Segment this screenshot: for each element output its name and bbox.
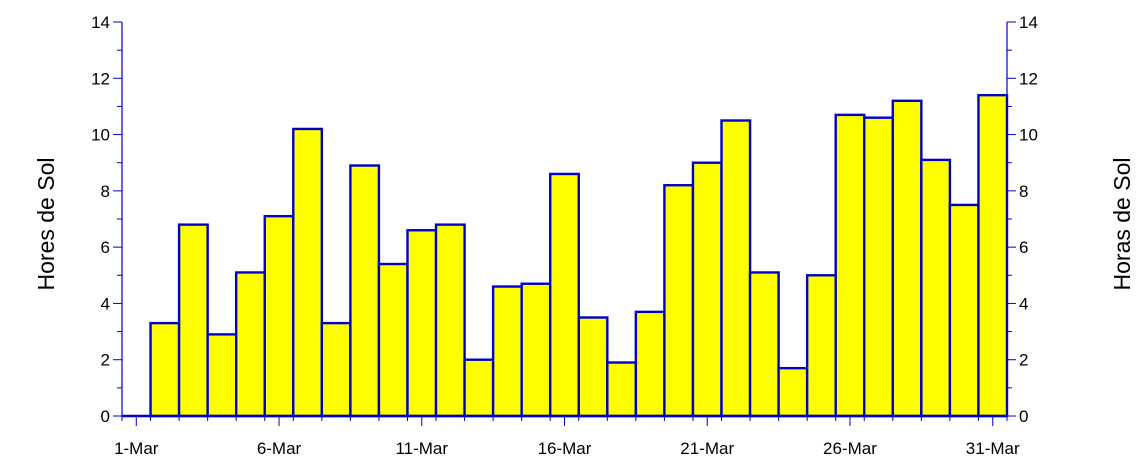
bar-mar-25 <box>805 274 837 418</box>
x-tick-label-21: 21-Mar <box>680 439 734 458</box>
y-tick-label-left-8: 8 <box>101 182 110 201</box>
bar-mar-20 <box>663 184 695 418</box>
bar-mar-15 <box>520 282 552 418</box>
bar-mar-19 <box>634 310 666 418</box>
y-tick-label-right-4: 4 <box>1019 294 1028 313</box>
x-tick-label-26: 26-Mar <box>823 439 877 458</box>
x-tick-label-31: 31-Mar <box>966 439 1020 458</box>
bar-mar-24 <box>777 366 809 418</box>
y-tick-label-right-6: 6 <box>1019 238 1028 257</box>
y-tick-label-left-12: 12 <box>91 69 110 88</box>
x-tick-label-11: 11-Mar <box>395 439 448 458</box>
bar-mar-12 <box>434 223 466 418</box>
axes-layer <box>113 21 1016 426</box>
bar-mar-27 <box>863 116 895 418</box>
bar-mar-10 <box>377 262 409 418</box>
bar-mar-30 <box>948 203 980 418</box>
y-tick-label-right-0: 0 <box>1019 407 1028 426</box>
bar-mar-17 <box>577 316 609 418</box>
bar-mar-11 <box>406 229 438 418</box>
bar-mar-23 <box>748 271 780 418</box>
y-tick-label-left-0: 0 <box>101 407 110 426</box>
bar-mar-2 <box>149 321 181 418</box>
y-tick-label-left-10: 10 <box>91 126 110 145</box>
bar-mar-28 <box>891 99 923 418</box>
bars-layer <box>149 93 1009 418</box>
bar-mar-29 <box>920 158 952 418</box>
bar-mar-4 <box>206 333 238 418</box>
bar-mar-9 <box>349 164 381 418</box>
y-tick-label-right-2: 2 <box>1019 351 1028 370</box>
x-tick-label-1: 1-Mar <box>114 439 159 458</box>
y-tick-label-left-6: 6 <box>101 238 110 257</box>
y-tick-label-right-8: 8 <box>1019 182 1028 201</box>
y-axis-title-left: Hores de Sol <box>33 158 59 291</box>
labels-layer: 0 0 2 2 4 4 6 6 8 8 10 10 12 12 14 14 1-Mar 6-Mar 11-Mar 16… <box>91 13 1038 458</box>
y-tick-label-left-14: 14 <box>91 13 110 32</box>
y-tick-label-left-4: 4 <box>101 294 110 313</box>
bar-mar-13 <box>463 358 495 418</box>
bar-mar-5 <box>234 271 266 418</box>
bar-mar-18 <box>606 361 638 418</box>
bar-mar-31 <box>977 93 1009 418</box>
x-tick-label-6: 6-Mar <box>257 439 302 458</box>
bar-mar-8 <box>320 321 352 418</box>
bar-mar-14 <box>491 285 523 418</box>
y-tick-label-right-14: 14 <box>1019 13 1038 32</box>
bar-mar-3 <box>177 223 209 418</box>
bar-mar-16 <box>549 172 580 418</box>
bar-mar-22 <box>720 119 752 418</box>
y-axis-title-right: Horas de Sol <box>1109 158 1135 291</box>
bar-mar-26 <box>834 113 866 418</box>
bar-mar-6 <box>263 214 295 418</box>
bar-mar-21 <box>691 161 723 418</box>
bar-mar-7 <box>292 127 324 418</box>
x-tick-label-16: 16-Mar <box>538 439 592 458</box>
y-tick-label-right-10: 10 <box>1019 126 1038 145</box>
y-tick-label-right-12: 12 <box>1019 69 1038 88</box>
y-tick-label-left-2: 2 <box>101 351 110 370</box>
